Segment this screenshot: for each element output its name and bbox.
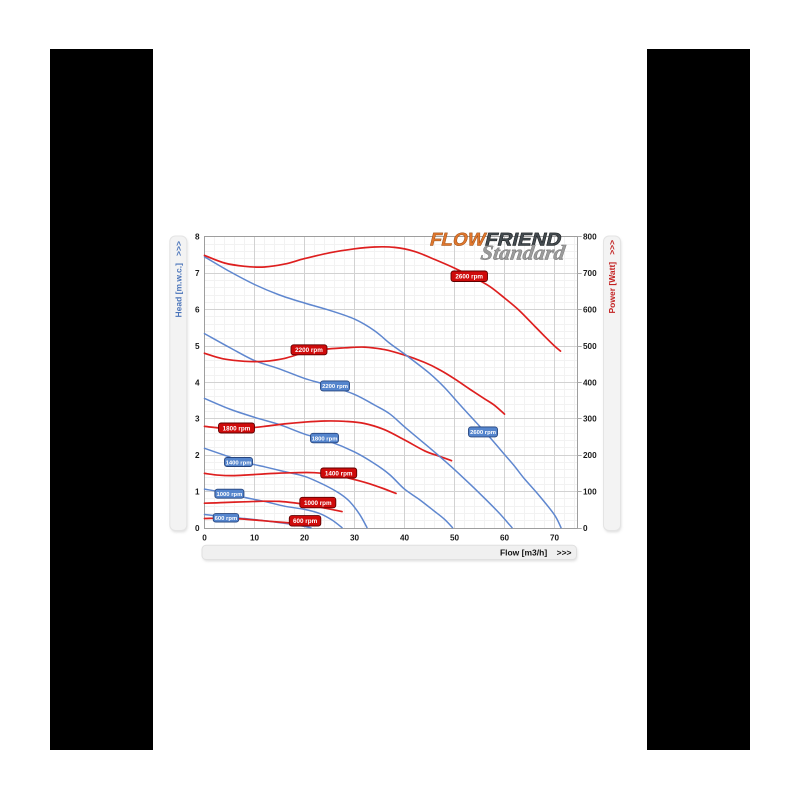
svg-text:100: 100 [583,488,597,497]
svg-text:1800 rpm: 1800 rpm [223,425,251,432]
svg-text:2200 rpm: 2200 rpm [322,384,348,390]
svg-text:1400 rpm: 1400 rpm [226,460,252,466]
svg-text:2200 rpm: 2200 rpm [295,347,323,354]
svg-text:1400 rpm: 1400 rpm [325,470,353,477]
svg-text:6: 6 [195,306,200,315]
svg-text:300: 300 [583,415,597,424]
svg-text:10: 10 [250,534,260,543]
svg-text:Standard: Standard [479,241,567,265]
svg-text:2600 rpm: 2600 rpm [455,274,483,281]
svg-text:1000 rpm: 1000 rpm [216,492,242,498]
svg-text:FLOW: FLOW [428,229,489,250]
svg-text:60: 60 [500,534,510,543]
svg-text:70: 70 [550,534,560,543]
svg-text:200: 200 [583,451,597,460]
svg-text:7: 7 [195,269,200,278]
svg-text:20: 20 [300,534,310,543]
svg-text:0: 0 [202,534,207,543]
svg-text:1800 rpm: 1800 rpm [312,436,338,442]
svg-text:8: 8 [195,233,200,242]
svg-text:3: 3 [195,415,200,424]
svg-text:40: 40 [400,534,410,543]
svg-text:30: 30 [350,534,360,543]
svg-text:0: 0 [195,524,200,533]
svg-text:600: 600 [583,306,597,315]
svg-text:700: 700 [583,269,597,278]
svg-text:50: 50 [450,534,460,543]
svg-text:800: 800 [583,233,597,242]
svg-text:600 rpm: 600 rpm [293,518,318,525]
svg-text:1: 1 [195,488,200,497]
svg-text:5: 5 [195,342,200,351]
svg-text:4: 4 [195,378,200,387]
svg-text:0: 0 [583,524,588,533]
svg-text:1000 rpm: 1000 rpm [304,500,332,507]
svg-text:FRIEND: FRIEND [483,229,564,250]
svg-text:2: 2 [195,451,200,460]
svg-text:Head [m.w.c.] >>>: Head [m.w.c.] >>> [174,241,184,317]
svg-text:2600 rpm: 2600 rpm [470,430,496,436]
svg-text:Flow [m3/h] >>>: Flow [m3/h] >>> [500,548,572,558]
svg-text:Power [Watt] >>>: Power [Watt] >>> [607,240,617,314]
svg-text:500: 500 [583,342,597,351]
svg-text:600 rpm: 600 rpm [215,516,238,522]
svg-text:400: 400 [583,378,597,387]
